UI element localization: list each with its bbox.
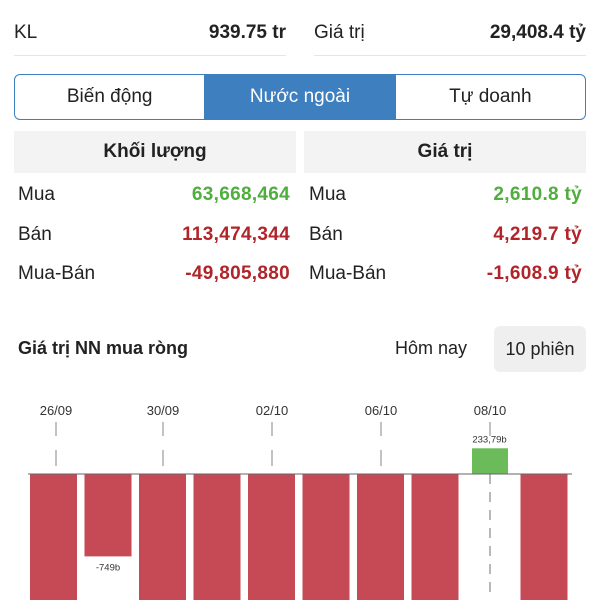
tab-tu-doanh[interactable]: Tự doanh	[449, 86, 532, 107]
chart-bar	[302, 474, 350, 600]
chart-bar	[84, 474, 132, 557]
chart-bar	[357, 474, 404, 600]
chart-bar	[193, 474, 241, 600]
today-button[interactable]: Hôm nay	[395, 338, 468, 358]
volume-row-label: Bán	[18, 224, 52, 245]
chart-bar	[520, 474, 568, 600]
x-tick-label: 26/09	[40, 403, 73, 418]
tab-nuoc-ngoai[interactable]: Nước ngoài	[205, 75, 396, 119]
volume-row-label: Mua	[18, 184, 55, 205]
chart-bar	[139, 474, 186, 600]
chart-bar	[248, 474, 295, 600]
net-buy-title: Giá trị NN mua ròng	[18, 338, 189, 358]
x-tick-label: 30/09	[147, 403, 180, 418]
value-net-value: -1,608.9 tỷ	[486, 263, 582, 284]
value-buy-value: 2,610.8 tỷ	[493, 184, 582, 205]
x-tick-label: 06/10	[365, 403, 398, 418]
volume-sell-value: 113,474,344	[182, 224, 290, 245]
tab-bar: Biến động Nước ngoài Tự doanh	[14, 74, 586, 120]
gt-label: Giá trị	[314, 22, 365, 43]
data-label: 233,79b	[472, 434, 506, 445]
volume-buy-value: 63,668,464	[191, 184, 290, 205]
gt-value: 29,408.4 tỷ	[489, 22, 586, 43]
volume-net-value: -49,805,880	[185, 263, 290, 284]
volume-header: Khối lượng	[14, 131, 296, 173]
x-tick-label: 08/10	[474, 403, 507, 418]
net-buy-chart: 26/09 30/09 02/10 06/10 08/10 -749b 233,79b	[28, 403, 572, 600]
kl-label: KL	[14, 22, 38, 43]
divider	[14, 55, 286, 56]
kl-value: 939.75 tr	[208, 22, 286, 43]
chart-bar	[472, 448, 508, 474]
top-row-cut	[0, 0, 600, 6]
data-label: -749b	[96, 562, 120, 573]
value-row-label: Mua-Bán	[309, 263, 387, 284]
x-tick-label: 02/10	[256, 403, 289, 418]
value-row-label: Mua	[309, 184, 346, 205]
divider	[314, 55, 586, 56]
ten-sessions-button[interactable]: 10 phiên	[494, 326, 586, 372]
chart-bar	[30, 474, 77, 600]
value-row-label: Bán	[309, 224, 343, 245]
volume-row-label: Mua-Bán	[18, 263, 96, 284]
value-header: Giá trị	[304, 131, 586, 173]
value-sell-value: 4,219.7 tỷ	[493, 224, 582, 245]
chart-bar	[411, 474, 459, 600]
tab-bien-dong[interactable]: Biến động	[15, 75, 206, 119]
